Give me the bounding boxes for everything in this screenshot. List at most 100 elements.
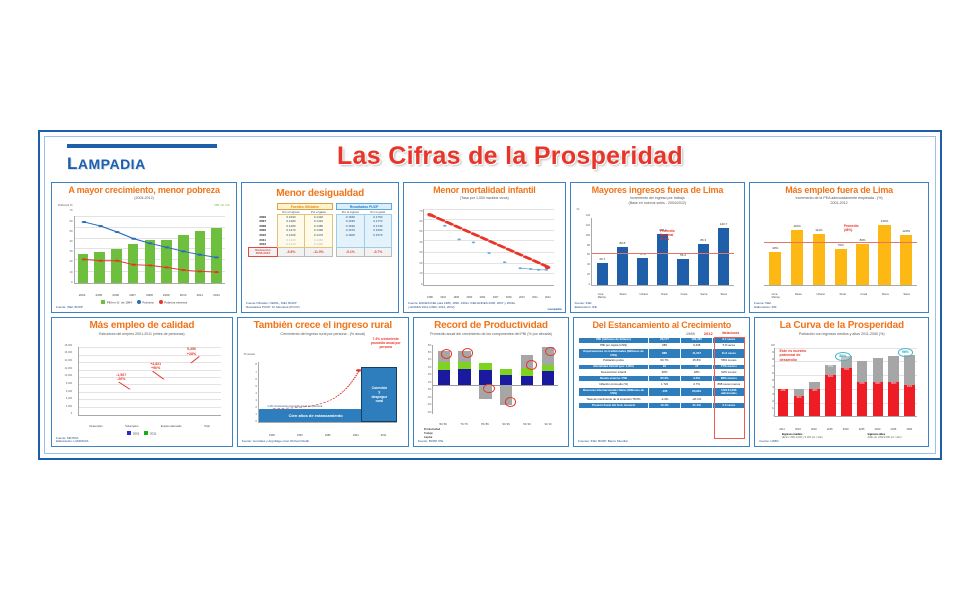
bar-2010 [178,234,189,283]
chart-empleo-fuera: 40% 110% 111% 70% 80% 134% 120% Promedio… [754,207,924,301]
panel-empleo-fuera-source: Fuente: INEI Elaboración: IPE [754,301,777,309]
panel-grid: A mayor crecimiento, menor pobreza (2004… [51,182,929,447]
panel-mortalidad-subtitle: (Tasa por 1,000 nacidos vivos) [459,196,509,201]
panel-pobreza-subtitle: (2004-2012) [134,196,154,201]
panel-mortalidad-source: Fuente: ENDES-INEI para 1986, 1996, 1991… [408,301,516,309]
panel-curva-title: La Curva de la Prosperidad [779,320,904,331]
bar-2030: 70% [840,348,852,417]
cell: - [363,238,393,243]
empleo-fuera-average-line [764,242,918,244]
empleo-fuera-x-axis: Lima Metrop. Resto Urbano Rural Costa Sierra Se… [771,293,910,300]
bar-2020: 40% [809,348,821,417]
panel-desigualdad: Menor desigualdad Fuentes Oficiales Resu… [241,182,400,313]
rural-x-axis: 1900 1950 1980 1994 2011 [269,434,387,438]
panel-calidad-subtitle: Estructura del empleo 2001-2011 (miles d… [99,331,185,336]
bar-sierra: 86.3 [697,238,709,286]
legend-label: Capital [423,435,433,439]
legend-item-trabajo: Trabajo [424,432,564,436]
rural-plot-area: Cien años de estancamiento Conexión y de… [257,362,398,424]
highlight-circle-90s [504,397,516,407]
bar-rural: 108.4 [657,228,669,286]
table-row: 2007 0.1480 0.1410 0.1630 0.1770 [249,220,393,225]
cell: 0.1660 [363,229,393,234]
row-year: 2006 [259,214,267,219]
row-year: 2009 [259,228,267,233]
table-row: Desnutrición infantil 48% 18% 62% menos [578,369,746,377]
mortalidad-y-axis: 70 60 50 40 30 20 10 0 [419,208,423,286]
subhead-3: Por el gasto [370,209,386,214]
ingresos-y-axis: 140 120 100 80 60 40 20 0 [585,212,591,287]
head-fuentes-oficiales: Fuentes Oficiales [276,203,333,211]
bar-2050: 46% [904,348,915,417]
mortalidad-corner-mark: Lampadia [547,306,562,311]
legend-note: (Más de US$ 9,000 p/c / año) [867,436,902,440]
ingresos-ylabel: % [576,207,580,212]
bar-2025: 60% 15% [825,348,836,417]
table-row: 2008 0.1480 0.1380 0.1630 0.1740 [249,223,393,230]
cell-1989: 880 [647,348,682,359]
table-row: PBI per cápita (US$) 980 6,435 5.8 veces [578,342,746,350]
panel-curva: La Curva de la Prosperidad Población con… [754,316,929,447]
productividad-plot-area [432,345,559,414]
row-year: 2011 [259,237,266,242]
table-footer-row: Reducción 2006-2012 -9.8% -11.9% -5.1% -… [248,247,393,258]
highlight-circle-60s [440,349,453,360]
legend-label: Trabajo [423,431,433,435]
pobreza-plot-area [73,216,226,284]
table-row: 2010 0.1460 0.1370 0.1600 0.1570 [249,233,393,239]
curva-plot-area: 40% 30% 40% 60% 15% 70% [774,347,918,418]
ingresos-x-axis: Lima Metrop. Resto Urbano Rural Costa Sierra Se… [597,293,727,300]
cell-2012: 63,991 [680,387,714,398]
estancamiento-year-heads: 1989 2012 Variaciones [578,330,745,337]
cell-1989: 10.4% [647,402,682,410]
pobreza-ylabel-left: Pobreza % [58,202,73,207]
curva-mark-96: 96% [897,347,914,357]
legend-item-pobreza: Pobreza [136,300,154,305]
bar-2040: 50% [872,348,884,417]
legend-item-pobreza-extrema: Pobreza extrema [158,300,187,305]
subhead-1: Por el gasto [311,209,326,214]
panel-productividad-title: Record de Productividad [434,320,548,331]
col-variaciones: Variaciones [721,330,740,335]
cell-2012: 11,047 [680,348,714,359]
group-00s [520,345,534,413]
panel-calidad-source: Fuente: MINTRA Elaboración: LAMPADIA [56,435,89,444]
cell: 0.1420 [304,214,333,221]
ingresos-average-label: Promedio Nacional 67.3% [660,229,675,242]
bar-2004 [77,253,89,283]
panel-ingresos: Mayores ingresos fuera de Lima Increment… [569,182,746,313]
ingresos-plot-area: 46.7 80.8 57.0 108.4 56.4 86.3 120.7 Pro… [591,218,734,287]
panel-mortalidad-title: Menor mortalidad infantil [433,186,536,195]
row-year: 2010 [259,233,267,237]
panel-mortalidad: Menor mortalidad infantil (Tasa por 1,00… [403,182,566,313]
bar-2011: 40% [777,348,789,417]
row-year: 2008 [259,223,267,228]
panel-curva-source: Fuente: HSBC [759,439,779,444]
bar-resto: 110% [790,224,804,286]
calidad-annotation-subempleo: -1,567 -26% [116,372,127,382]
highlight-circle-00s [525,360,538,370]
chart-curva: 100 90 80 70 60 50 40 30 20 10 0 40% 30% 40% [759,338,924,432]
calidad-legend: 2001 2011 [56,430,228,436]
row-label: Exportaciones no tradicionales (Millones… [578,348,649,359]
estancamiento-table-wrap: PBI (millones de dólares) 26,177 199,360 9.… [578,336,746,440]
productividad-bars [433,345,558,413]
legend-label: Ingresos medios [781,433,803,437]
empleo-fuera-bars: 40% 110% 111% 70% 80% 134% 120% [764,218,917,286]
panel-pobreza-source: Fuente: INEI, BCRP [56,304,83,309]
panel-empleo-fuera-title: Más empleo fuera de Lima [785,186,893,195]
pobreza-bars [75,216,225,283]
panel-productividad: Record de Productividad Promedio anual d… [412,316,570,447]
zero-line [433,384,559,386]
desigualdad-table: Fuentes Oficiales Resultados PUCP Por el… [248,203,393,258]
poster-inner-frame: Lampadia Las Cifras de la Prosperidad A … [44,136,936,454]
legend-item-capital: Capital [424,436,564,440]
cell: 0.1740 [363,224,393,230]
panel-productividad-source: Fuente: BCRP, IPE [417,439,444,444]
bar-urbano: 111% [812,228,826,286]
empleo-fuera-plot-area: 40% 110% 111% 70% 80% 134% 120% Promedio… [764,218,918,287]
pobreza-ylabel-right: PBI mil mill. [214,202,231,207]
reduccion-value: -5.7% [363,247,393,258]
calidad-plot-area: -1,567 -26% +4,821 +96% 5,456 +28% [78,347,221,416]
panel-rural-source: Fuente: Gonzáles y Arguillage rural, Ric… [241,439,310,444]
